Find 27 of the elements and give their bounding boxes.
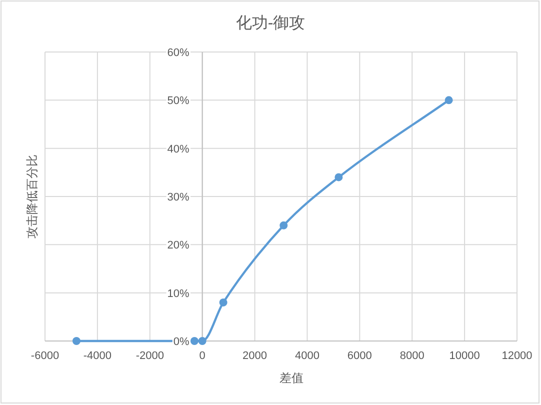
x-tick-label: -6000 [30, 350, 60, 362]
y-tick-label: 50% [167, 95, 190, 108]
y-tick-label: 30% [167, 192, 190, 204]
point [198, 337, 206, 345]
x-tick-label: 10000 [449, 350, 480, 362]
x-tick-label: 4000 [294, 350, 320, 362]
x-tick-label: 0 [199, 350, 206, 362]
y-tick-label: 60% [167, 47, 190, 59]
x-axis-title: 差值 [279, 371, 304, 385]
chart-title: 化功-御攻 [236, 14, 306, 32]
x-tick-label: 6000 [347, 350, 372, 362]
point [72, 337, 80, 345]
point [190, 337, 198, 345]
y-tick-label: 10% [167, 288, 190, 300]
y-axis-title: 攻击降低百分比 [25, 154, 39, 238]
x-tick-label: 2000 [242, 350, 268, 362]
x-tick-label: -2000 [136, 350, 164, 362]
point [280, 221, 288, 230]
y-tick-label: 40% [167, 143, 190, 156]
x-tick-label: 8000 [400, 350, 424, 362]
x-tick-label: -4000 [83, 350, 112, 362]
point [219, 298, 228, 306]
x-tick-label: 12000 [502, 350, 532, 362]
point [444, 96, 453, 104]
y-tick-label: 20% [167, 240, 190, 252]
point [334, 173, 343, 182]
y-tick-label: 0% [173, 336, 190, 348]
